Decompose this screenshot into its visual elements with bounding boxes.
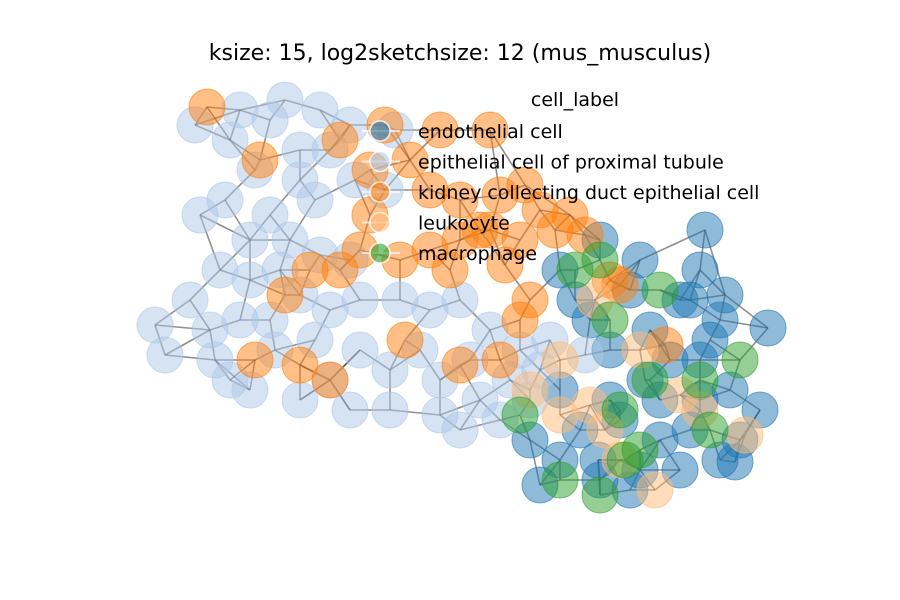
- node-point: [221, 91, 259, 129]
- node-point: [749, 309, 787, 347]
- legend-entry: leukocyte: [362, 211, 510, 235]
- legend-marker: [369, 120, 391, 142]
- node-point: [601, 391, 639, 429]
- node-point: [511, 281, 549, 319]
- node-point: [171, 281, 209, 319]
- legend-label: epithelial cell of proximal tubule: [418, 152, 724, 174]
- node-point: [266, 276, 304, 314]
- node-point: [231, 261, 269, 299]
- node-point: [541, 396, 579, 434]
- node-point: [686, 211, 724, 249]
- node-point: [431, 251, 469, 289]
- legend-entry: epithelial cell of proximal tubule: [362, 150, 724, 174]
- node-point: [301, 91, 339, 129]
- node-point: [591, 301, 629, 339]
- node-point: [481, 341, 519, 379]
- node-point: [441, 411, 479, 449]
- node-point: [386, 321, 424, 359]
- node-point: [471, 111, 509, 149]
- legend-marker: [369, 211, 391, 234]
- node-point: [461, 211, 499, 249]
- legend-title: cell_label: [531, 89, 619, 111]
- node-point: [641, 271, 679, 309]
- node-point: [371, 351, 409, 389]
- node-point: [341, 281, 379, 319]
- node-point: [281, 161, 319, 199]
- legend-entry: macrophage: [362, 242, 537, 265]
- node-point: [251, 196, 289, 234]
- node-point: [391, 141, 429, 179]
- node-point: [341, 331, 379, 369]
- node-point: [331, 391, 369, 429]
- node-point: [211, 361, 249, 399]
- node-point: [321, 121, 359, 159]
- node-point: [606, 441, 644, 479]
- node-point: [721, 341, 759, 379]
- node-point: [311, 361, 349, 399]
- node-point: [691, 321, 729, 359]
- node-point: [581, 476, 619, 514]
- node-point: [188, 88, 226, 126]
- node-point: [191, 311, 229, 349]
- node-point: [541, 341, 579, 379]
- node-point: [371, 391, 409, 429]
- node-point: [281, 346, 319, 384]
- node-point: [146, 336, 184, 374]
- legend-marker: [369, 181, 391, 203]
- node-point: [691, 411, 729, 449]
- legend-entry: kidney collecting duct epithelial cell: [362, 181, 759, 204]
- node-point: [631, 361, 669, 399]
- node-point: [421, 111, 459, 149]
- node-point: [181, 196, 219, 234]
- node-point: [236, 341, 274, 379]
- node-point: [241, 141, 279, 179]
- node-point: [706, 276, 744, 314]
- legend-label: leukocyte: [418, 213, 510, 235]
- node-point: [441, 346, 479, 384]
- chart-title: ksize: 15, log2sketchsize: 12 (mus_muscu…: [209, 41, 711, 66]
- legend-label: kidney collecting duct epithelial cell: [418, 182, 759, 204]
- node-point: [556, 251, 594, 289]
- node-point: [486, 246, 524, 284]
- legend-marker: [369, 150, 391, 173]
- node-point: [541, 461, 579, 499]
- node-point: [681, 361, 719, 399]
- node-point: [726, 416, 764, 454]
- node-point: [536, 211, 574, 249]
- legend-label: endothelial cell: [418, 121, 563, 143]
- legend-label: macrophage: [418, 243, 537, 265]
- node-point: [441, 181, 479, 219]
- node-point: [636, 471, 674, 509]
- legend-marker: [369, 242, 391, 264]
- node-point: [281, 381, 319, 419]
- node-point: [271, 221, 309, 259]
- legend: cell_label endothelial cell epithelial ce…: [362, 89, 759, 265]
- legend-entries: endothelial cell epithelial cell of proxi…: [362, 120, 759, 265]
- legend-entry: endothelial cell: [362, 120, 563, 143]
- node-point: [501, 396, 539, 434]
- network-nodes: [136, 81, 787, 514]
- node-point: [231, 221, 269, 259]
- node-point: [661, 451, 699, 489]
- node-point: [291, 251, 329, 289]
